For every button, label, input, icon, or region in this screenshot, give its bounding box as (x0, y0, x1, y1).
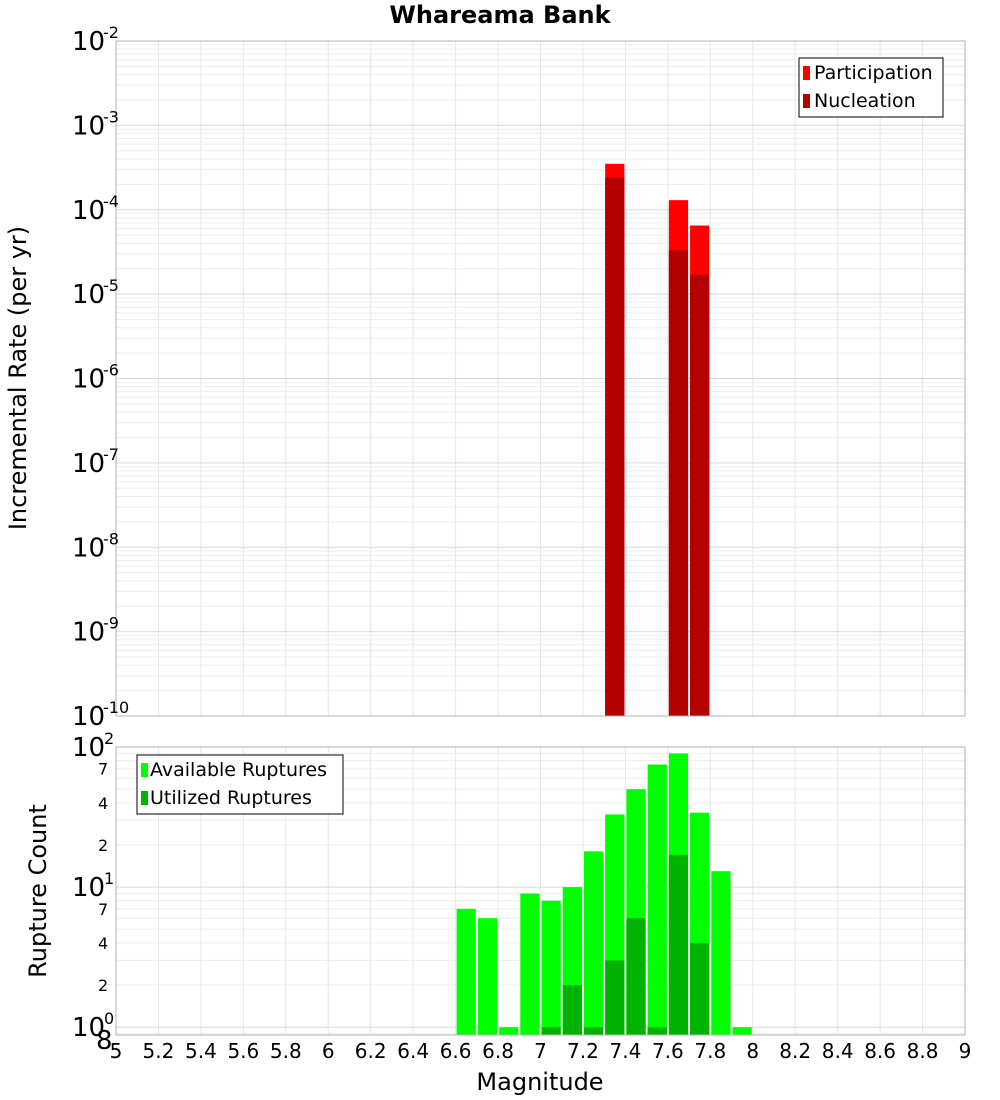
legend-label-nucleation: Nucleation (814, 90, 916, 112)
bar-available-ruptures-12 (711, 871, 731, 1035)
x-tick-7: 6.4 (397, 1039, 429, 1063)
top-grid (115, 40, 966, 717)
bottom-y-tick-2: 10 (72, 733, 105, 763)
bottom-legend: Available Ruptures Utilized Ruptures (136, 754, 344, 815)
bar-available-ruptures-4 (541, 900, 561, 1035)
bar-utilized-ruptures-8 (626, 918, 646, 1035)
top-plot-border (115, 40, 966, 717)
top-y-tick-exp-7: -3 (103, 107, 119, 126)
top-y-tick-5: 10 (72, 280, 105, 310)
bar-available-ruptures-2 (499, 1027, 519, 1035)
bottom-y-tick-exp-2: 2 (104, 729, 114, 748)
x-tick-labels: 5 5.2 5.4 5.6 5.8 6 6.2 6.4 6.6 6.8 7 7.2 7.4 7.6 7.8 8… (110, 1039, 972, 1063)
x-tick-2: 5.4 (185, 1039, 217, 1063)
bar-utilized-ruptures-10 (668, 854, 689, 1035)
chart-title: Whareama Bank (389, 1, 611, 29)
bar-nucleation-0 (605, 177, 625, 716)
bottom-y-minor-tick-6: 7 (98, 760, 108, 779)
bar-utilized-ruptures-11 (690, 942, 710, 1035)
top-y-tick-exp-5: -5 (103, 276, 119, 295)
top-y-tick-exp-1: -9 (103, 614, 119, 633)
bar-utilized-ruptures-7 (605, 960, 625, 1035)
legend-swatch-nucleation (803, 94, 810, 108)
top-y-tick-2: 10 (72, 533, 105, 563)
x-tick-11: 7.2 (567, 1039, 599, 1063)
bottom-plot-border (115, 746, 966, 1036)
bottom-y-minor-tick-2: 4 (98, 934, 108, 953)
bar-available-ruptures-1 (477, 918, 498, 1035)
top-y-tick-8: 10 (72, 27, 105, 57)
bottom-bars (456, 753, 752, 1035)
top-y-tick-exp-6: -4 (103, 192, 119, 211)
top-y-tick-exp-2: -8 (103, 529, 119, 548)
bottom-y-tick-exp-1: 1 (104, 869, 114, 888)
bottom-y-tick-exp-0: 0 (104, 1009, 114, 1028)
legend-swatch-utilized (141, 791, 148, 805)
x-tick-3: 5.6 (227, 1039, 259, 1063)
top-y-tick-exp-0: -10 (103, 698, 129, 717)
bar-utilized-ruptures-5 (562, 985, 582, 1035)
x-tick-14: 7.8 (694, 1039, 726, 1063)
x-tick-5: 6 (322, 1039, 335, 1063)
bottom-y-minor-tick-3: 7 (98, 900, 108, 919)
bar-available-ruptures-6 (583, 851, 604, 1035)
bar-available-ruptures-0 (456, 908, 476, 1035)
top-bars (605, 163, 710, 717)
bottom-legend-box (136, 754, 344, 815)
x-tick-13: 7.6 (652, 1039, 684, 1063)
legend-swatch-participation (803, 66, 810, 80)
top-y-tick-exp-4: -6 (103, 361, 119, 380)
top-y-tick-4: 10 (72, 365, 105, 395)
x-tick-16: 8.2 (779, 1039, 811, 1063)
x-tick-10: 7 (534, 1039, 547, 1063)
bottom-y-minor-tick-1: 2 (98, 976, 108, 995)
bar-nucleation-2 (690, 274, 710, 716)
bottom-y-tick-1: 10 (72, 873, 105, 903)
bottom-y-axis-title: Rupture Count (24, 804, 52, 978)
x-axis-title: Magnitude (476, 1068, 603, 1096)
top-legend: Participation Nucleation (798, 57, 944, 118)
top-y-axis-title: Incremental Rate (per yr) (4, 226, 32, 530)
top-y-tick-exp-3: -7 (103, 445, 119, 464)
bar-available-ruptures-9 (647, 764, 667, 1035)
legend-swatch-available (141, 763, 148, 777)
x-tick-9: 6.8 (482, 1039, 514, 1063)
x-tick-15: 8 (746, 1039, 759, 1063)
x-tick-1: 5.2 (143, 1039, 175, 1063)
x-tick-0: 5 (110, 1039, 123, 1063)
bottom-y-tick-0: 10 (72, 1013, 105, 1043)
top-legend-box (798, 57, 944, 118)
bottom-y-minor-tick-4: 2 (98, 836, 108, 855)
x-tick-20: 9 (959, 1039, 972, 1063)
legend-label-available: Available Ruptures (150, 759, 327, 781)
top-y-tick-1: 10 (72, 618, 105, 648)
x-tick-17: 8.4 (822, 1039, 854, 1063)
bar-available-ruptures-13 (732, 1027, 752, 1035)
x-tick-8: 6.6 (440, 1039, 472, 1063)
top-y-tick-6: 10 (72, 196, 105, 226)
x-tick-4: 5.8 (270, 1039, 302, 1063)
legend-label-utilized: Utilized Ruptures (150, 787, 312, 809)
bar-utilized-ruptures-6 (583, 1027, 604, 1035)
legend-label-participation: Participation (814, 62, 933, 84)
x-tick-6: 6.2 (355, 1039, 387, 1063)
top-y-tick-3: 10 (72, 449, 105, 479)
bar-utilized-ruptures-9 (647, 1027, 667, 1035)
x-tick-12: 7.4 (609, 1039, 641, 1063)
bar-utilized-ruptures-4 (541, 1027, 561, 1035)
x-tick-18: 8.6 (864, 1039, 896, 1063)
bar-available-ruptures-3 (520, 893, 540, 1035)
bottom-y-minor-tick-5: 4 (98, 794, 108, 813)
top-y-tick-exp-8: -2 (103, 23, 119, 42)
top-y-tick-7: 10 (72, 111, 105, 141)
top-y-tick-0: 10 (72, 702, 105, 732)
bar-nucleation-1 (668, 250, 689, 717)
x-tick-19: 8.8 (907, 1039, 939, 1063)
bottom-y-minor-tick-0: 8 (96, 1026, 113, 1056)
